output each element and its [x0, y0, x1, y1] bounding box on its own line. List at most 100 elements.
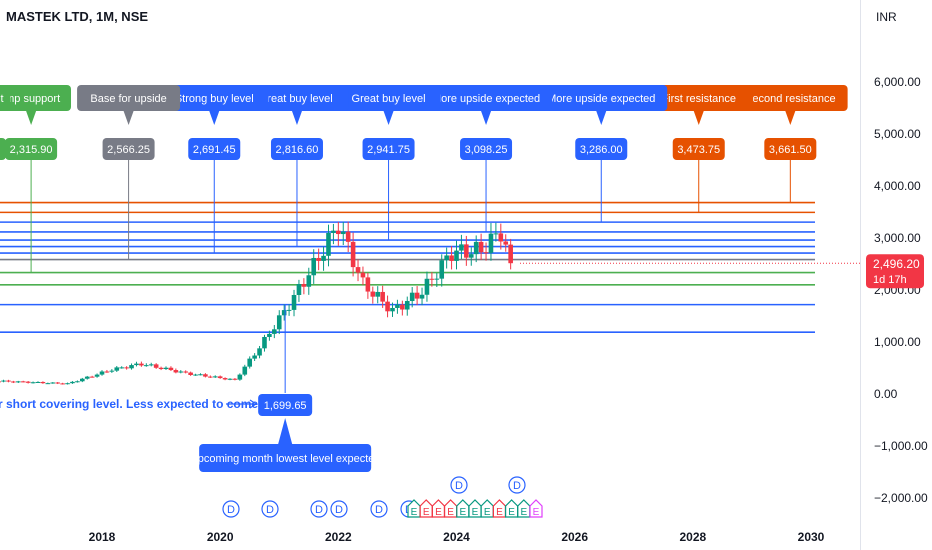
callout-note-box: [535, 85, 668, 111]
callout-note-box: [0, 85, 71, 111]
candle-body: [0, 381, 1, 383]
callout-note-pointer: [596, 111, 607, 125]
candle-body: [321, 255, 326, 261]
callout-note-pointer: [383, 111, 394, 125]
candle-body: [498, 233, 504, 242]
candle-body: [168, 367, 174, 371]
callout-value-text: 2,315.90: [10, 144, 53, 156]
callout-value-box: [0, 138, 6, 160]
candle-body: [340, 231, 346, 235]
callout-value-text: 2,816.60: [276, 144, 319, 156]
candle-body: [153, 364, 159, 368]
candle-body: [104, 371, 110, 373]
callout-value-box: [5, 138, 58, 160]
candle-body: [454, 250, 459, 261]
candle-body: [370, 291, 376, 297]
callout-note-text: Imp support: [2, 93, 60, 105]
candle-body: [183, 371, 189, 373]
candle-body: [188, 372, 193, 376]
dividend-marker-label: D: [455, 480, 463, 492]
candle-body: [459, 244, 464, 251]
candle-body: [326, 232, 331, 256]
candle-body: [272, 329, 277, 334]
candle-body: [232, 378, 238, 380]
dividend-marker: [450, 476, 468, 494]
candle-body: [89, 376, 95, 378]
candle-body: [139, 363, 144, 366]
y-tick-label: 1,000.00: [874, 335, 921, 349]
callout-value-text: 3,286.00: [580, 144, 623, 156]
dividend-marker-label: D: [266, 504, 274, 516]
candle-body: [252, 355, 257, 359]
candle-body: [488, 233, 494, 253]
earnings-marker-label: E: [533, 507, 540, 518]
candle-body: [173, 370, 179, 373]
callout-note-text: Strong buy level: [175, 93, 254, 105]
candle-body: [158, 367, 164, 370]
candle-body: [380, 291, 385, 302]
candle-body: [237, 374, 243, 380]
candle-body: [109, 370, 115, 372]
earnings-marker-label: E: [508, 507, 515, 518]
candle-body: [178, 371, 184, 373]
callout-note-box: [245, 85, 349, 111]
candle-body: [212, 376, 218, 378]
candle-body: [222, 378, 228, 380]
candle-body: [247, 358, 253, 367]
candle-body: [75, 381, 80, 383]
candle-body: [483, 252, 489, 254]
callout-note-pointer: [278, 418, 293, 444]
callout-value-text: 2,691.45: [193, 144, 236, 156]
x-tick-label: 2028: [679, 530, 706, 544]
dividend-marker: [222, 500, 240, 518]
earnings-marker: [529, 499, 543, 518]
candle-body: [336, 230, 341, 235]
earnings-marker-label: E: [472, 507, 479, 518]
candle-body: [493, 233, 499, 235]
candle-body: [84, 376, 90, 379]
x-tick-label: 2022: [325, 530, 352, 544]
callout-note-box: [337, 85, 441, 111]
currency-selector[interactable]: INR: [862, 6, 924, 28]
candle-body: [276, 315, 282, 330]
candle-body: [65, 383, 70, 385]
annotation-text: r short covering level. Less expected to…: [0, 397, 258, 411]
callout-value-box: [188, 138, 241, 160]
callout-note-box: [77, 85, 181, 111]
dividend-marker: [330, 500, 348, 518]
candle-body: [311, 257, 317, 276]
candle-body: [424, 278, 430, 295]
callout-value-text: 1,699.65: [264, 400, 307, 412]
candle-body: [404, 301, 410, 310]
dividend-marker-label: D: [335, 504, 343, 516]
y-tick-label: 3,000.00: [874, 231, 921, 245]
candle-body: [25, 381, 31, 383]
earnings-marker-label: E: [423, 507, 430, 518]
candle-body: [429, 278, 435, 280]
candle-body: [385, 301, 390, 312]
candle-body: [345, 231, 351, 242]
candle-body: [99, 371, 105, 375]
earnings-marker-label: E: [447, 507, 454, 518]
candle-body: [119, 367, 124, 369]
candle-body: [414, 292, 420, 299]
candle-body: [464, 244, 469, 258]
candle-body: [20, 381, 26, 383]
candle-body: [70, 381, 75, 384]
earnings-marker-label: E: [520, 507, 527, 518]
annotation-arrowhead: [249, 399, 258, 409]
callout-note-pointer: [291, 111, 302, 125]
callout-value-text: 3,661.50: [769, 144, 812, 156]
callout-value-text: 2,566.25: [107, 144, 150, 156]
callout-note-pointer: [693, 111, 704, 125]
callout-value-text: 2,941.75: [367, 144, 410, 156]
callout-value-text: 3,098.25: [465, 144, 508, 156]
candle-body: [144, 365, 149, 367]
candle-body: [50, 382, 56, 384]
candle-body: [208, 376, 213, 378]
candle-body: [257, 348, 262, 356]
callout-note-box: [644, 85, 754, 111]
candle-body: [316, 257, 321, 261]
y-tick-label: −1,000.00: [874, 439, 928, 453]
